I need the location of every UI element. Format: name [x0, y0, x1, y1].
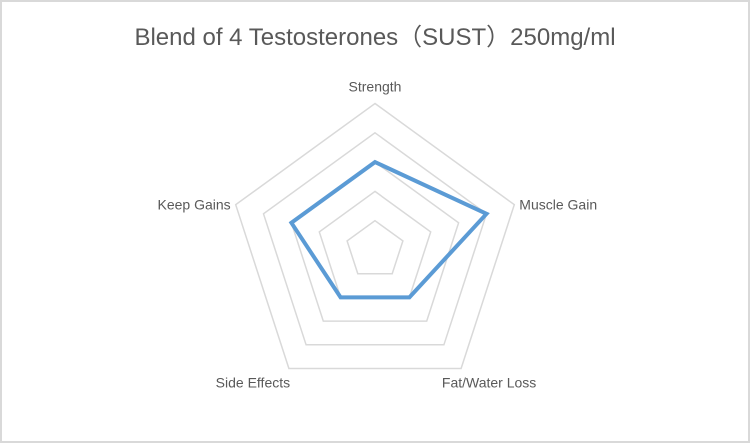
grid-ring — [234, 102, 516, 370]
axis-label-strength: Strength — [349, 79, 402, 95]
grid-ring — [262, 131, 488, 346]
chart-title: Blend of 4 Testosterones（SUST）250mg/ml — [134, 24, 616, 51]
axis-label-side-effects: Side Effects — [216, 375, 290, 391]
grid-ring — [346, 219, 404, 275]
series-line — [288, 159, 490, 300]
axis-label-muscle-gain: Muscle Gain — [519, 197, 597, 213]
grid-ring — [318, 190, 432, 299]
radar-axis-labels: Strength Muscle Gain Fat/Water Loss Side Ef… — [158, 79, 598, 391]
axis-label-keep-gains: Keep Gains — [158, 197, 231, 213]
axis-label-fat-water-loss: Fat/Water Loss — [442, 375, 536, 391]
radar-series — [288, 159, 490, 300]
radar-gridlines — [234, 102, 516, 370]
